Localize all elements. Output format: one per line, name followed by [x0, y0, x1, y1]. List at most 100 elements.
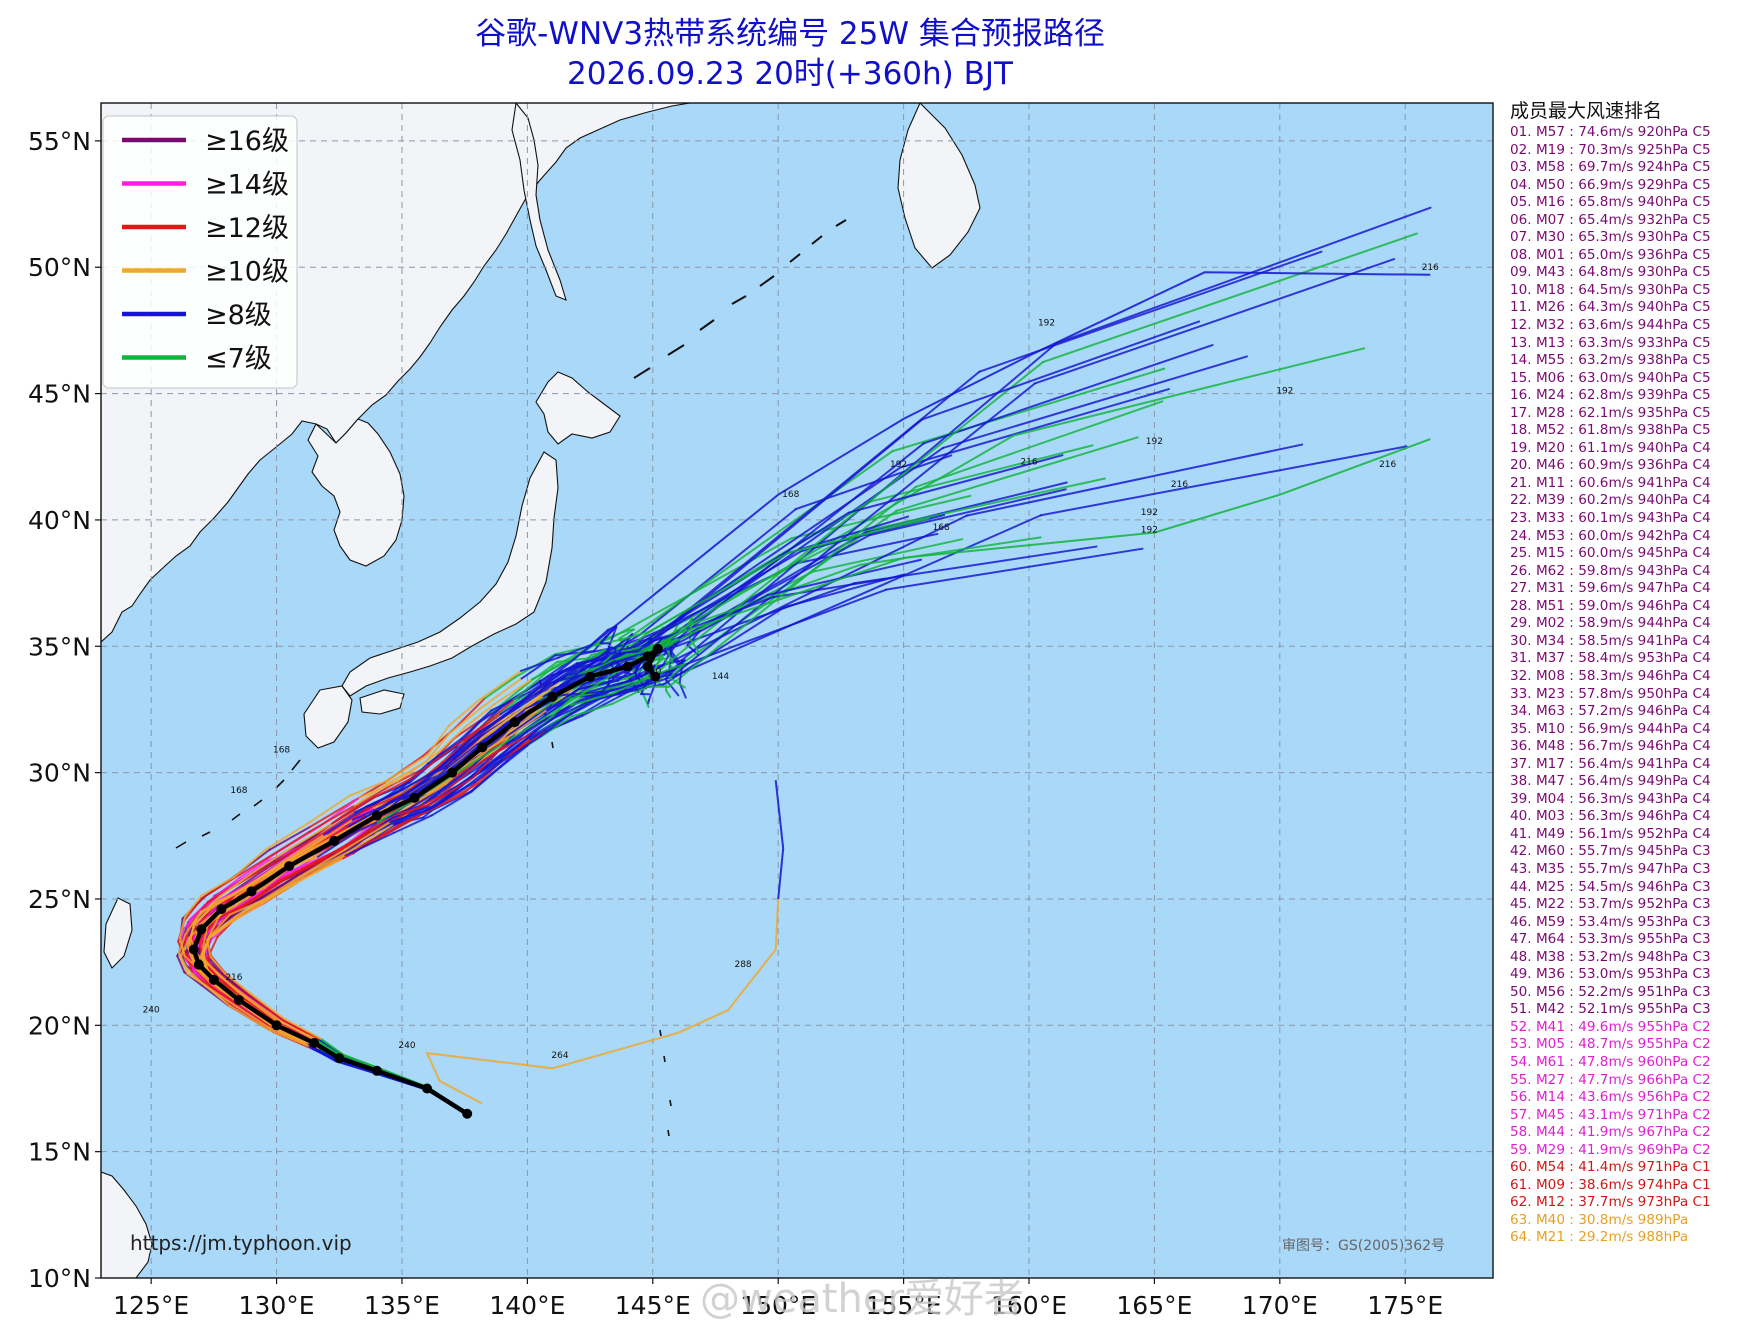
member-track-segment — [512, 666, 554, 702]
member-track-segment — [318, 811, 357, 837]
member-track-segment — [668, 676, 686, 689]
member-track-segment — [524, 680, 562, 710]
member-track-segment — [465, 758, 503, 787]
lat-tick-label: 55°N — [28, 127, 91, 156]
ryukyu-islands — [175, 759, 301, 849]
ranking-title: 成员最大风速排名 — [1510, 100, 1663, 122]
ranking-item: 46. M59 : 53.4m/s 953hPa C3 — [1510, 913, 1711, 930]
mean-track-point — [196, 924, 207, 935]
member-track-segment — [237, 862, 274, 885]
member-track-segment — [885, 547, 1144, 591]
lat-tick-label: 10°N — [28, 1264, 91, 1293]
member-track-segment — [618, 628, 635, 640]
member-track-segment — [247, 990, 286, 1020]
member-track-segment — [212, 968, 239, 993]
member-track-segment — [621, 630, 650, 641]
member-track-segment — [540, 664, 579, 692]
member-track-segment — [306, 1044, 337, 1063]
member-track-segment — [287, 822, 333, 851]
lon-tick-label: 155°E — [866, 1291, 942, 1320]
member-track-segment — [448, 697, 482, 727]
ranking-item: 45. M22 : 53.7m/s 952hPa C3 — [1510, 896, 1711, 913]
forecast-hour-label: 240 — [143, 1006, 160, 1016]
honshu — [341, 451, 559, 697]
member-track-segment — [571, 702, 614, 718]
member-track-segment — [353, 783, 388, 807]
member-track-segment — [569, 692, 615, 707]
ranking-item: 42. M60 : 55.7m/s 945hPa C3 — [1510, 843, 1711, 860]
member-track-segment — [662, 606, 786, 686]
member-track-segment — [534, 704, 572, 732]
kyushu — [303, 685, 353, 749]
member-track-segment — [228, 899, 262, 916]
member-track-segment — [689, 637, 700, 653]
legend-label: ≥12级 — [205, 213, 289, 244]
member-track-segment — [219, 873, 252, 897]
member-track-segment — [308, 799, 355, 829]
member-track-segment — [259, 875, 301, 902]
member-track-segment — [200, 876, 235, 897]
ranking-item: 27. M31 : 59.6m/s 947hPa C4 — [1510, 580, 1711, 597]
kuril-islands — [633, 219, 847, 379]
member-track-segment — [1041, 232, 1418, 364]
member-track-segment — [230, 891, 265, 914]
mean-track-point — [642, 651, 653, 662]
member-track-segment — [353, 824, 400, 852]
member-track-segment — [228, 1004, 271, 1032]
ranking-item: 43. M35 : 55.7m/s 947hPa C3 — [1510, 860, 1711, 877]
member-track-segment — [668, 663, 685, 679]
member-track-segment — [346, 823, 395, 854]
ranking-item: 48. M38 : 53.2m/s 948hPa C3 — [1510, 948, 1711, 965]
hokkaido — [535, 371, 621, 445]
ranking-panel: 成员最大风速排名 01. M57 : 74.6m/s 920hPa C5 02. … — [1510, 98, 1760, 1247]
mean-track-point — [284, 861, 295, 872]
member-track-segment — [389, 808, 431, 824]
member-track-segment — [201, 936, 211, 955]
member-track-segment — [236, 990, 277, 1021]
lat-tick-label: 30°N — [28, 759, 91, 788]
mean-track-point — [371, 1065, 382, 1076]
ranking-item: 55. M27 : 47.7m/s 966hPa C2 — [1510, 1071, 1711, 1088]
ranking-item: 41. M49 : 56.1m/s 952hPa C4 — [1510, 825, 1711, 842]
forecast-hour-label: 168 — [230, 786, 247, 796]
korean-peninsula — [307, 418, 405, 567]
member-track-segment — [209, 955, 226, 975]
mean-track-point — [409, 792, 420, 803]
member-track-segment — [941, 355, 1248, 449]
member-track-segment — [921, 320, 1201, 421]
mean-track-point — [271, 1020, 282, 1031]
lat-tick-label: 40°N — [28, 506, 91, 535]
mean-track-point — [216, 904, 227, 915]
outlier-track — [425, 898, 780, 1105]
member-track-segment — [647, 699, 650, 705]
mean-track-point — [642, 661, 653, 672]
member-track-segment — [201, 952, 208, 970]
member-track-segment — [454, 697, 486, 729]
ranking-item: 54. M61 : 47.8m/s 960hPa C2 — [1510, 1053, 1711, 1070]
member-track-segment — [281, 833, 325, 863]
member-track-segment — [196, 894, 222, 919]
member-track-segment — [787, 517, 930, 554]
ranking-item: 33. M23 : 57.8m/s 950hPa C4 — [1510, 685, 1711, 702]
mean-track-point — [462, 1108, 473, 1119]
member-track-segment — [608, 645, 637, 654]
member-track-segment — [231, 902, 264, 923]
legend-label: ≥8级 — [205, 300, 272, 331]
member-track-segment — [406, 783, 451, 817]
member-track-segment — [570, 689, 613, 715]
ranking-item: 13. M13 : 63.3m/s 933hPa C5 — [1510, 334, 1711, 351]
member-track-segment — [208, 913, 231, 939]
member-track-segment — [400, 795, 441, 818]
ranking-item: 25. M15 : 60.0m/s 945hPa C4 — [1510, 545, 1711, 562]
lon-tick-label: 175°E — [1367, 1291, 1443, 1320]
ranking-item: 64. M21 : 29.2m/s 988hPa — [1510, 1229, 1689, 1246]
ranking-item: 19. M20 : 61.1m/s 940hPa C4 — [1510, 439, 1711, 456]
member-track-segment — [576, 651, 611, 667]
forecast-hour-label: 192 — [1141, 508, 1158, 518]
member-track-segment — [355, 784, 393, 808]
legend-label: ≥10级 — [205, 257, 289, 288]
source-url: https://jm.typhoon.vip — [130, 1231, 352, 1255]
ranking-item: 14. M55 : 63.2m/s 938hPa C5 — [1510, 352, 1711, 369]
ranking-item: 59. M29 : 41.9m/s 969hPa C2 — [1510, 1141, 1711, 1158]
member-track-segment — [476, 699, 515, 731]
